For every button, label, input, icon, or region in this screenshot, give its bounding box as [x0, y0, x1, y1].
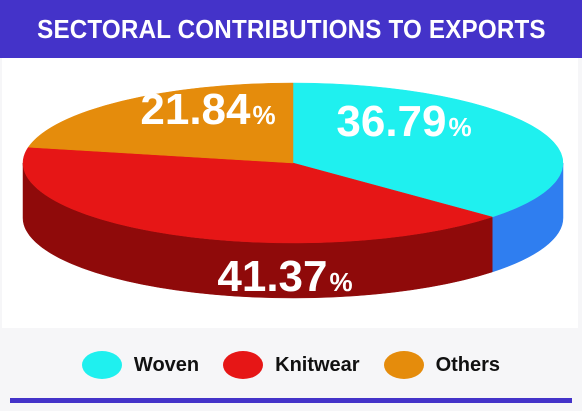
- title-bar: SECTORAL CONTRIBUTIONS TO EXPORTS: [0, 0, 582, 58]
- legend-label-knitwear: Knitwear: [275, 353, 360, 376]
- legend-label-woven: Woven: [133, 353, 200, 376]
- chart-title: SECTORAL CONTRIBUTIONS TO EXPORTS: [36, 13, 546, 44]
- pie-slice-others: [27, 82, 294, 164]
- legend-item-others: Others: [383, 351, 501, 379]
- legend-item-knitwear: Knitwear: [223, 351, 360, 379]
- chart-area: 36.79% 41.37% 21.84%: [2, 58, 578, 328]
- data-label-others: 21.84%: [140, 85, 275, 134]
- bottom-rule: [10, 398, 572, 403]
- legend-swatch-knitwear: [223, 351, 264, 379]
- legend-item-woven: Woven: [81, 351, 200, 379]
- pie-slice-knitwear: [22, 146, 494, 244]
- legend-swatch-woven: [81, 351, 122, 379]
- legend-label-others: Others: [435, 353, 501, 376]
- legend-swatch-others: [383, 351, 424, 379]
- legend: Woven Knitwear Others: [0, 340, 582, 390]
- pie-chart: 36.79%41.37%21.84%: [22, 82, 564, 301]
- pie-slice-woven: [292, 82, 564, 218]
